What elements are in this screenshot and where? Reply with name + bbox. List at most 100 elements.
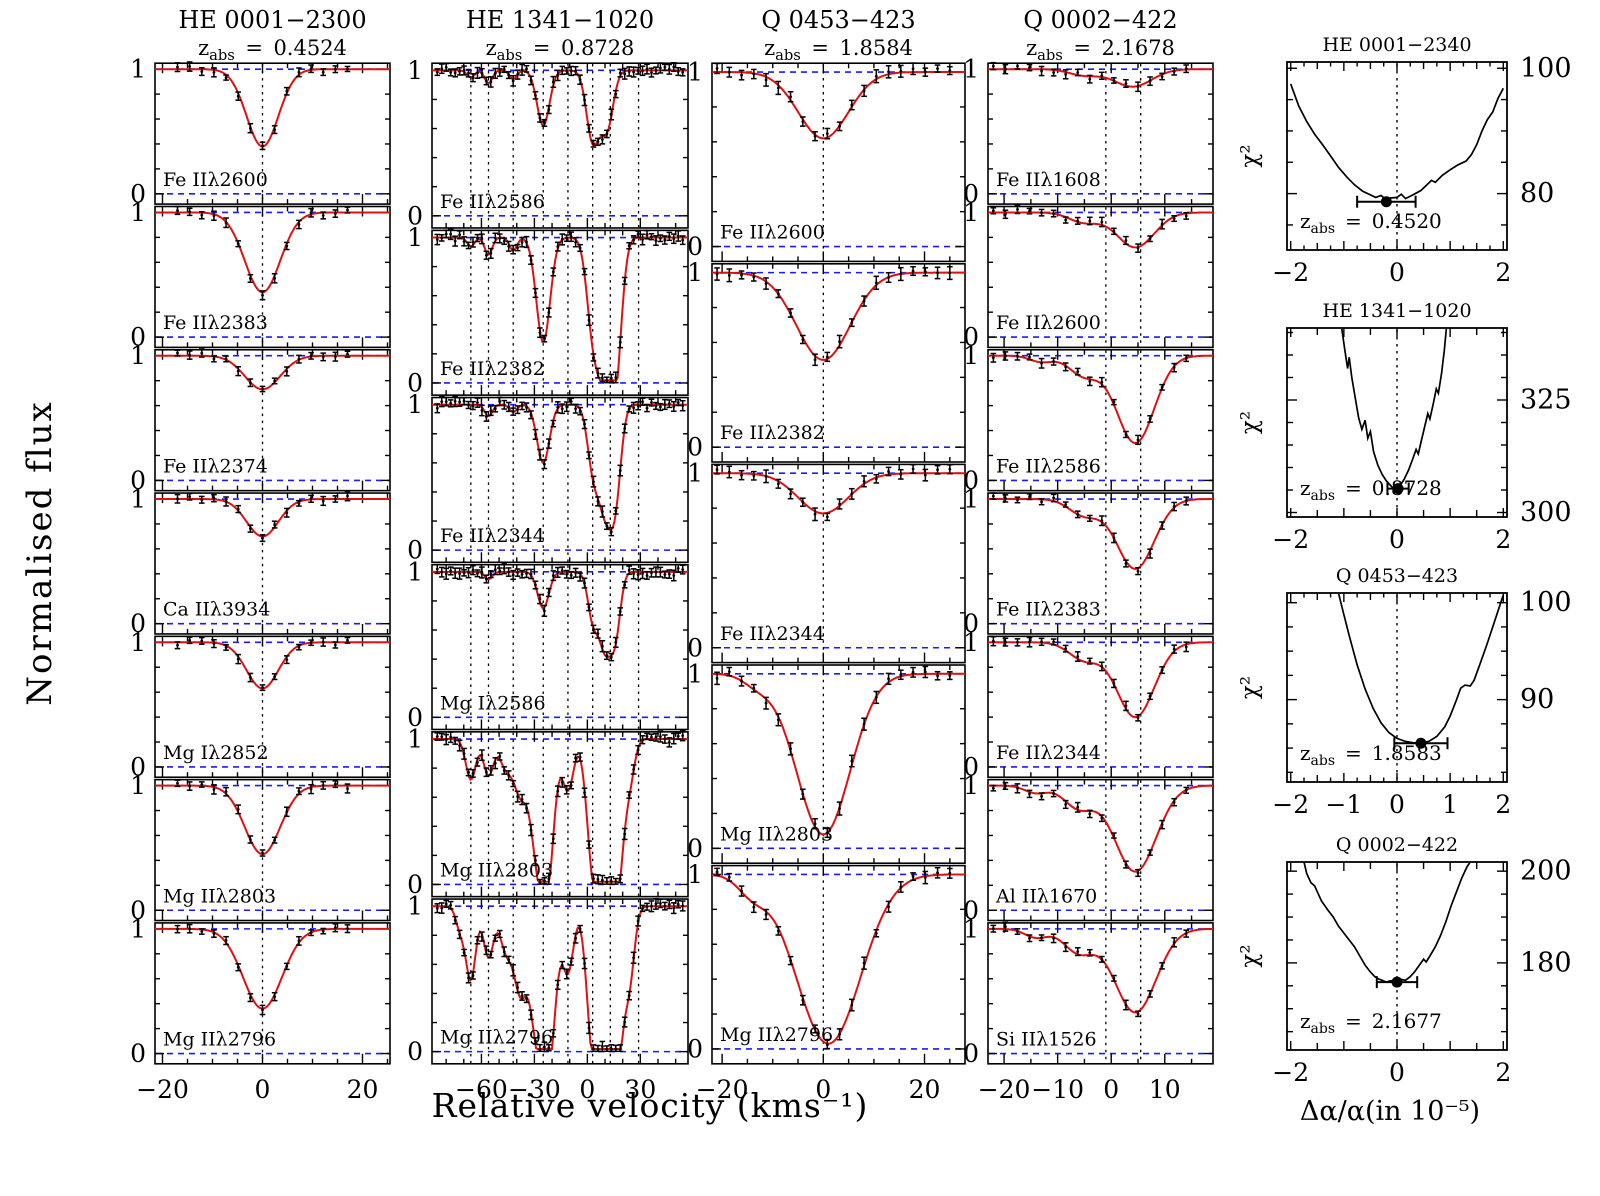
flux-axis-numeral: 1 (963, 914, 979, 943)
chi2-panel: HE 1341−1020 325 300 zabs = 0.8728 −2 0 2 χ² (1237, 300, 1572, 554)
flux-axis-numeral: 1 (130, 914, 146, 943)
flux-axis-numeral: 1 (963, 771, 979, 800)
chi2-zabs: zabs = 0.4520 (1300, 209, 1442, 237)
data-points (174, 348, 351, 393)
panel-frame (987, 635, 1214, 779)
chi2-y-tick-label: 325 (1520, 385, 1572, 416)
spectrum-panel: Mg IIλ2803 1 0 (687, 659, 966, 864)
data-points (990, 61, 1190, 93)
fit-curve (155, 211, 390, 294)
flux-axis-numeral: 0 (407, 1037, 423, 1066)
flux-axis-numeral: 1 (963, 485, 979, 514)
flux-axis-numeral: 1 (407, 56, 423, 85)
flux-axis-numeral: 0 (963, 752, 979, 781)
data-points (434, 62, 686, 148)
spectrum-panel: Fe IIλ1608 1 0 (963, 55, 1214, 208)
fit-curve (432, 69, 688, 147)
spectrum-panel: Fe IIλ2383 1 0 (963, 485, 1214, 638)
chi2-x-tick-label: 2 (1495, 525, 1511, 554)
chi2-x-tick-label: −2 (1272, 790, 1309, 819)
data-points (990, 492, 1190, 576)
spectrum-panel: Mg Iλ2586 1 0 (407, 557, 689, 732)
velocity-tick-label: 0 (815, 1075, 831, 1104)
spectrum-panel: Fe IIλ2344 1 0 (687, 459, 966, 664)
chi2-x-tick-label: −2 (1272, 258, 1309, 287)
panel-frame (711, 864, 966, 1065)
velocity-tick-label: 0 (1103, 1075, 1119, 1104)
best-fit-marker (1391, 976, 1403, 988)
flux-axis-numeral: 0 (687, 232, 703, 261)
flux-axis-numeral: 1 (407, 557, 423, 586)
spectrum-panel: Mg IIλ2803 1 0 (130, 771, 391, 925)
velocity-tick-label: 20 (909, 1075, 941, 1104)
chi2-x-tick-label: 0 (1389, 258, 1405, 287)
panel-frame (154, 348, 391, 492)
panel-frame (711, 463, 966, 664)
spectrum-panel: Fe IIλ2374 1 0 (130, 341, 391, 495)
chi2-x-tick-label: −2 (1272, 525, 1309, 554)
data-points (714, 665, 953, 839)
velocity-tick-label: −20 (978, 1075, 1031, 1104)
flux-axis-numeral: 0 (963, 466, 979, 495)
flux-axis-numeral: 1 (407, 725, 423, 754)
flux-axis-numeral: 0 (407, 536, 423, 565)
velocity-tick-label: −10 (1031, 1075, 1084, 1104)
spectrum-panel: Mg IIλ2803 1 0 (407, 725, 689, 899)
fit-curve (155, 927, 390, 1010)
chi2-panel-title: HE 0001−2340 (1322, 34, 1471, 56)
transition-label: Fe IIλ2600 (996, 312, 1101, 334)
spectrum-panel: Al IIλ1670 1 0 (963, 771, 1214, 925)
panel-frame (431, 731, 689, 898)
flux-axis-numeral: 1 (687, 258, 703, 287)
velocity-tick-label: −30 (508, 1075, 561, 1104)
chi2-x-tick-label: −2 (1272, 1058, 1309, 1087)
panel-frame (154, 205, 391, 349)
flux-axis-numeral: 0 (130, 609, 146, 638)
column-title: Q 0002−422 (1023, 6, 1177, 34)
flux-axis-numeral: 1 (130, 198, 146, 227)
chi2-x-tick-label: 0 (1389, 525, 1405, 554)
panel-frame (154, 492, 391, 635)
flux-axis-numeral: 0 (130, 323, 146, 352)
flux-axis-numeral: 1 (687, 860, 703, 889)
x-axis-label: Relative velocity (kms⁻¹) (431, 1086, 869, 1125)
flux-axis-numeral: 0 (963, 1039, 979, 1068)
data-points (714, 265, 953, 367)
spectrum-panel: Fe IIλ2344 1 0 (407, 390, 689, 565)
flux-axis-numeral: 0 (407, 368, 423, 397)
data-points (174, 923, 351, 1016)
flux-axis-numeral: 1 (407, 390, 423, 419)
data-points (174, 205, 351, 301)
data-points (174, 490, 351, 543)
spectrum-panel: Fe IIλ2586 1 0 (407, 56, 689, 230)
fit-curve (988, 354, 1213, 445)
flux-axis-numeral: 1 (130, 628, 146, 657)
chi2-y-tick-label: 80 (1520, 178, 1554, 209)
chi2-panel: Q 0002−422 200 180 zabs = 2.1677 −2 0 2 χ² (1237, 834, 1572, 1087)
chi2-axis-label: χ² (1237, 944, 1263, 967)
panel-frame (711, 62, 966, 263)
spectrum-panel: Fe IIλ2383 1 0 (130, 198, 391, 352)
chi2-x-axis-label: Δα/α(in 10⁻⁵) (1299, 1096, 1481, 1127)
fit-curve (155, 784, 390, 856)
spectrum-panel: Fe IIλ2382 1 0 (407, 223, 689, 397)
chi2-panel: HE 0001−2340 100 80 zabs = 0.4520 −2 0 2 χ² (1237, 34, 1572, 287)
spectrum-panel: Mg IIλ2796 1 0 −20 0 20 (130, 914, 391, 1104)
transition-label: Mg IIλ2796 (440, 1027, 553, 1049)
flux-axis-numeral: 1 (687, 659, 703, 688)
chi2-x-tick-label: 2 (1495, 258, 1511, 287)
velocity-tick-label: −20 (136, 1075, 189, 1104)
transition-label: Fe IIλ2586 (996, 455, 1101, 477)
velocity-tick-label: 30 (624, 1075, 656, 1104)
fit-curve (155, 498, 390, 538)
data-points (990, 781, 1190, 878)
velocity-tick-label: −60 (455, 1075, 508, 1104)
data-points (174, 636, 351, 692)
chi2-axis-label: χ² (1237, 411, 1263, 434)
transition-label: Fe IIλ2344 (720, 623, 825, 645)
chi2-x-tick-label: 0 (1389, 790, 1405, 819)
transition-label: Fe IIλ2600 (720, 222, 825, 244)
